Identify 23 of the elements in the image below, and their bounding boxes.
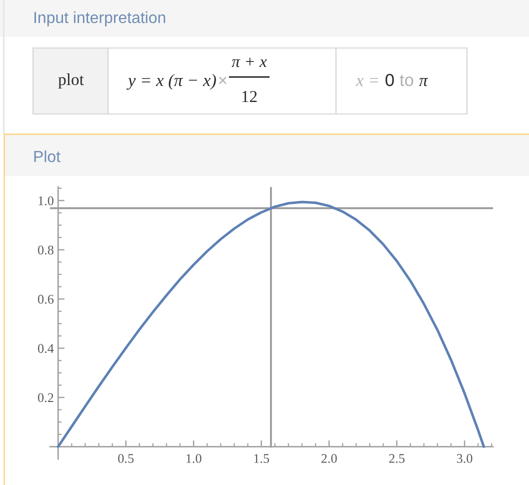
- x-tick-label: 3.0: [456, 454, 472, 463]
- text: to: [400, 74, 414, 86]
- x-tick-label: 1.5: [254, 454, 270, 463]
- text: y = x (π − x): [126, 74, 216, 90]
- y-tick-label: 1.0: [38, 196, 54, 206]
- text: ×: [219, 76, 226, 84]
- line-series: [56, 200, 486, 448]
- text: plot: [58, 73, 84, 89]
- y-tick-label: 0.8: [38, 246, 54, 255]
- y-tick-label: 0.2: [38, 393, 54, 402]
- text: π + x: [232, 58, 267, 68]
- text: π: [419, 78, 428, 86]
- x-tick-label: 2.5: [389, 454, 405, 463]
- y-tick-label: 0.6: [38, 294, 54, 304]
- text: Input interpretation: [34, 11, 166, 26]
- y-tick-label: 0.4: [38, 344, 54, 353]
- text: 12: [242, 90, 257, 102]
- chart-title: Plot: [34, 150, 60, 162]
- text: x =: [356, 78, 378, 86]
- x-tick-label: 2.0: [321, 454, 337, 463]
- x-tick-label: 0.5: [118, 454, 134, 463]
- text: 0: [386, 74, 394, 86]
- x-tick-label: 1.0: [186, 454, 202, 463]
